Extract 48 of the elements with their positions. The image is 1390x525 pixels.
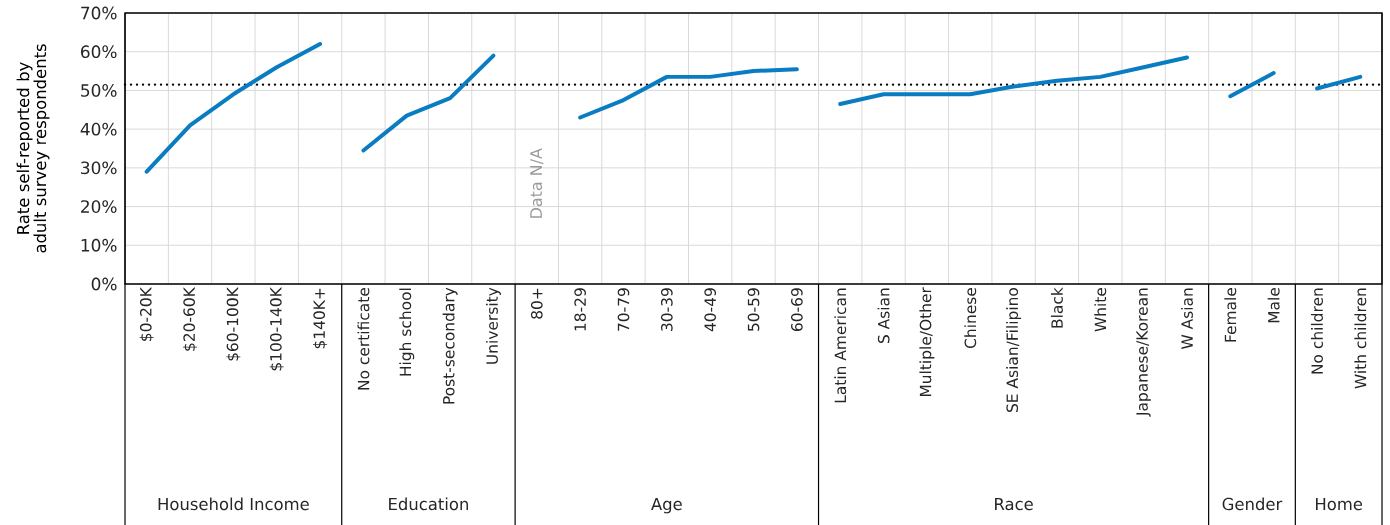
y-tick-label: 50% [81,84,117,97]
y-tick-label: 20% [81,200,117,213]
y-axis-title: Rate self-reported by adult survey respondents [16,44,50,253]
x-tick-label: W Asian [1180,288,1193,349]
x-tick-label: Male [1267,288,1280,323]
x-tick-label: 40-49 [704,288,717,332]
x-tick-label: Latin American [834,288,847,403]
x-tick-label: 80+ [530,288,543,319]
line-series [144,41,323,174]
x-tick-label: Chinese [964,288,977,349]
y-tick-label: 70% [81,6,117,20]
x-tick-label: $0-20K [139,286,154,341]
line-series [361,53,496,153]
x-tick-label: SE Asian/Filipino [1006,288,1022,412]
x-tick-label: $100-140K [269,286,284,371]
x-tick-label: University [485,287,501,364]
x-tick-label: S Asian [877,288,890,344]
x-tick-label: 30-39 [660,288,673,331]
x-tick-label: Black [1050,287,1063,328]
x-tick-label: $60-100K [226,286,241,361]
x-tick-label: High school [399,288,415,376]
x-tick-label: No certificate [357,288,370,390]
x-tick-label: 70-79 [617,288,630,331]
y-tick-label: 0% [91,277,117,291]
x-tick-label: With children [1354,288,1367,389]
y-tick-label: 60% [81,45,117,59]
x-tick-label: Female [1224,288,1237,342]
x-tick-label: Multiple/Other [919,287,935,397]
x-tick-label: Post-secondary [442,287,458,404]
x-tick-label: 50-59 [747,288,760,331]
text: Home [1316,498,1363,511]
x-tick-label: 18-29 [574,288,586,331]
x-tick-label: White [1094,288,1107,332]
x-tick-label: $20-60K [183,286,198,351]
y-tick-label: 30% [81,161,117,175]
text: Education [389,497,468,511]
x-tick-label: No children [1311,288,1323,374]
y-tick-label: 10% [81,238,117,252]
x-tick-label: Japanese/Korean [1136,288,1151,417]
text: Household Income [158,497,309,511]
line-series [578,67,799,120]
annotation: Data N/A [530,148,544,218]
x-tick-label: 60-69 [791,288,803,331]
text: Age [651,498,682,514]
y-tick-label: 40% [80,122,117,136]
text: Race [995,498,1033,511]
text: Gender [1222,497,1283,511]
x-tick-label: $140K+ [313,288,328,349]
